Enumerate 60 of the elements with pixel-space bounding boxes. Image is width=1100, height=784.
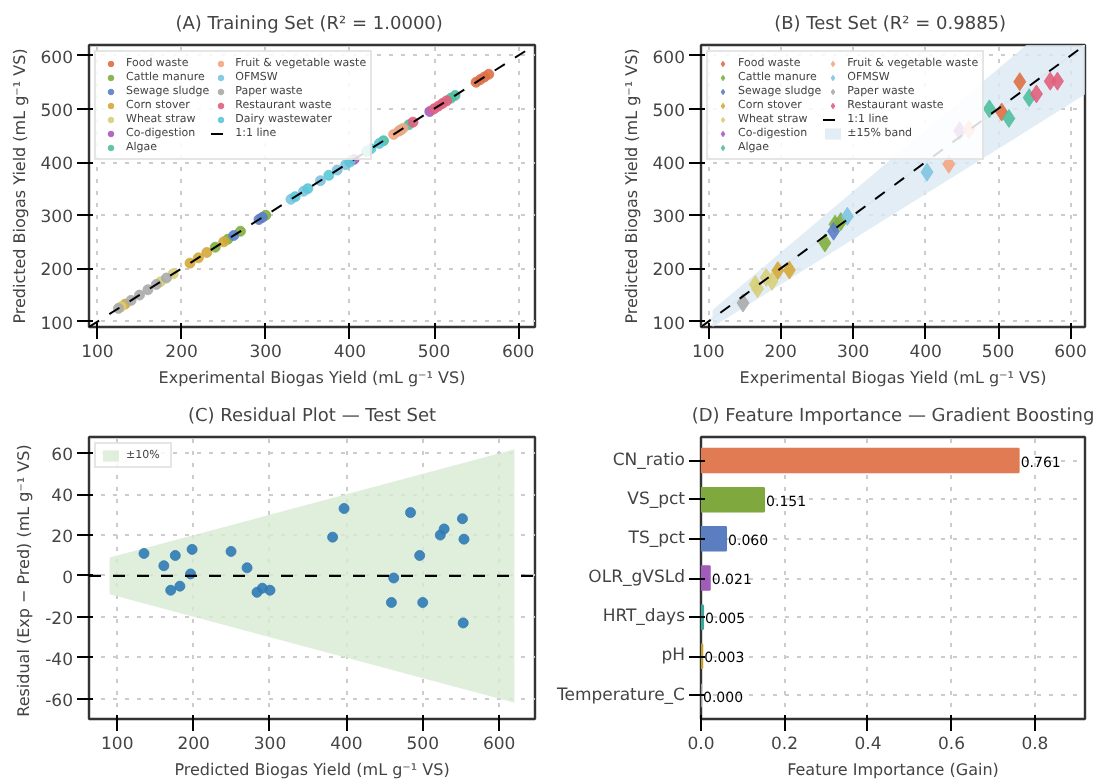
x-axis-title: Experimental Biogas Yield (mL g⁻¹ VS) (739, 369, 1047, 387)
y-tick-label: pH (661, 646, 686, 667)
x-axis-title: Feature Importance (Gain) (787, 761, 999, 779)
y-tick-label: 300 (652, 208, 686, 229)
chart-title: (C) Residual Plot — Test Set (187, 407, 438, 427)
x-tick-label: 0.8 (1021, 735, 1049, 755)
x-axis-title: Predicted Biogas Yield (mL g⁻¹ VS) (174, 761, 450, 779)
y-axis-title: Predicted Biogas Yield (mL g⁻¹ VS) (622, 48, 641, 324)
y-tick-label: TS_pct (626, 528, 687, 549)
y-tick-label: Temperature_C (554, 685, 686, 706)
y-tick-label: -40 (45, 650, 74, 671)
y-tick-label: 500 (652, 101, 686, 122)
y-tick-label: 100 (40, 314, 74, 335)
y-axis-title: Residual (Exp − Pred) (mL g⁻¹ VS) (15, 444, 34, 717)
x-tick-label: 400 (333, 343, 367, 363)
y-tick-label: 600 (40, 48, 74, 69)
x-tick-label: 0.4 (854, 735, 882, 755)
y-tick-label: 0 (62, 568, 74, 589)
x-tick-label: 600 (1054, 343, 1087, 363)
x-tick-label: 300 (253, 735, 287, 755)
y-tick-label: -60 (45, 691, 74, 712)
x-tick-label: 0.2 (770, 735, 799, 755)
y-tick-label: VS_pct (627, 489, 687, 510)
x-tick-label: 300 (249, 343, 282, 363)
y-tick-label: HRT_days (602, 607, 687, 628)
y-tick-label: 500 (40, 101, 74, 122)
y-tick-label: CN_ratio (612, 450, 686, 471)
x-tick-label: 200 (165, 343, 198, 363)
y-tick-label: 20 (51, 528, 74, 549)
y-tick-label: -20 (45, 609, 74, 630)
x-tick-label: 500 (981, 343, 1015, 363)
x-tick-label: 600 (501, 343, 535, 363)
x-tick-label: 400 (909, 343, 942, 363)
y-tick-label: 60 (51, 446, 74, 467)
y-tick-label: 40 (51, 487, 74, 508)
y-tick-label: 300 (40, 208, 74, 229)
y-axis-title: Predicted Biogas Yield (mL g⁻¹ VS) (10, 48, 29, 324)
y-tick-label: OLR_gVSLd (588, 568, 686, 588)
y-tick-label: 400 (40, 155, 74, 176)
x-axis-title: Experimental Biogas Yield (mL g⁻¹ VS) (158, 369, 466, 387)
chart-title: (B) Test Set (R² = 0.9885) (774, 15, 1007, 35)
chart-title: (D) Feature Importance — Gradient Boosting (691, 407, 1095, 427)
x-tick-label: 300 (836, 343, 870, 363)
x-tick-label: 500 (417, 343, 451, 363)
x-tick-label: 0.6 (937, 735, 965, 755)
x-tick-label: 100 (101, 735, 134, 755)
x-tick-label: 100 (692, 343, 725, 363)
y-tick-label: 400 (652, 155, 686, 176)
x-tick-label: 100 (81, 343, 114, 363)
y-tick-label: 100 (652, 314, 686, 335)
y-tick-label: 600 (652, 48, 686, 69)
chart-title: (A) Training Set (R² = 1.0000) (175, 15, 443, 35)
x-tick-label: 0.0 (687, 735, 715, 755)
y-tick-label: 200 (40, 261, 74, 282)
y-tick-label: 200 (652, 261, 686, 282)
x-tick-label: 500 (406, 735, 439, 755)
x-tick-label: 200 (764, 343, 797, 363)
x-tick-label: 400 (330, 735, 363, 755)
x-tick-label: 600 (482, 735, 516, 755)
x-tick-label: 200 (177, 735, 210, 755)
